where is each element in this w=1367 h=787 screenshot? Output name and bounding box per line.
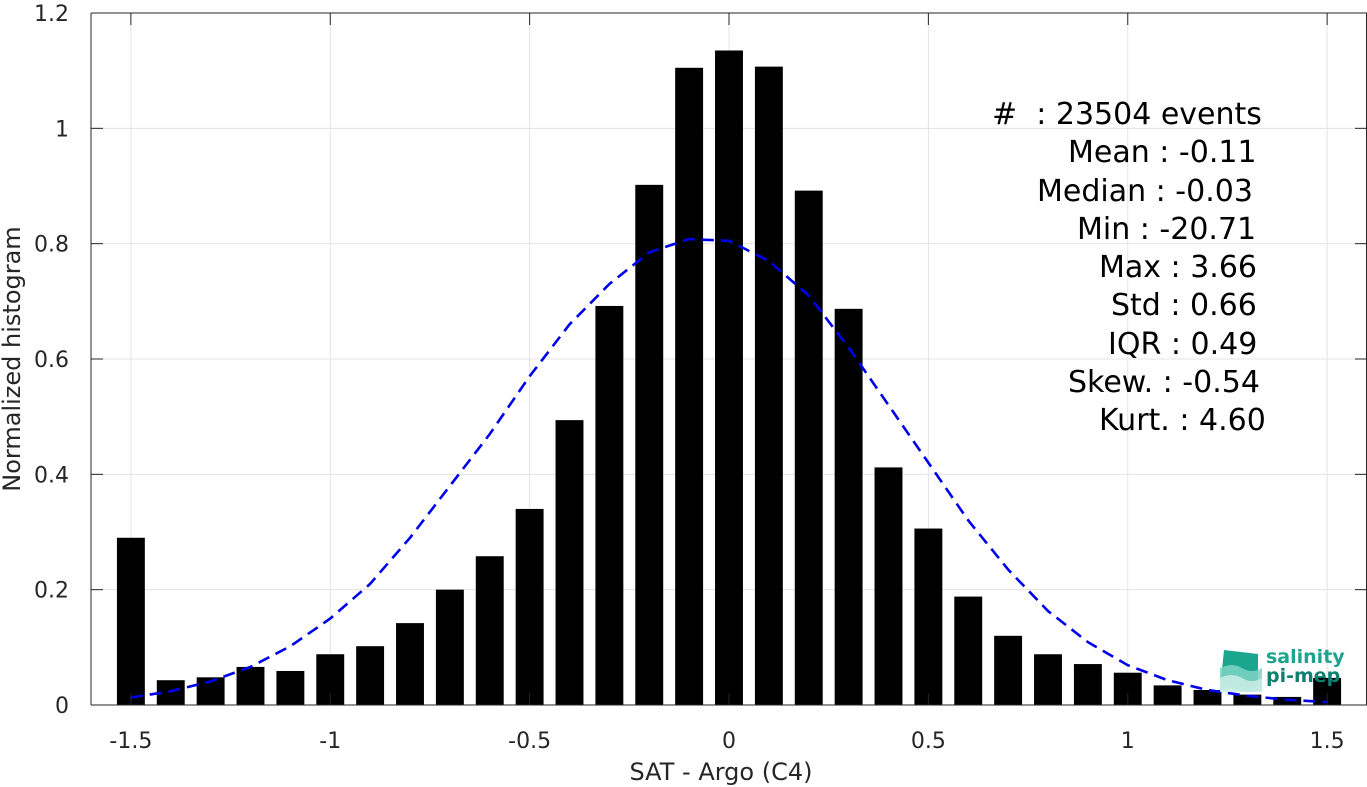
stat-mean: Mean : -0.11: [1068, 135, 1257, 171]
bars: [116, 50, 1342, 706]
y-tick-label: 0.6: [34, 348, 69, 373]
stat-events: # : 23504 events: [992, 97, 1262, 132]
histogram-bar: [276, 670, 305, 705]
histogram-bar: [116, 537, 145, 705]
y-tick-label: 1.2: [34, 2, 69, 27]
histogram-bar: [914, 528, 943, 705]
x-tick-label: -0.5: [508, 729, 551, 754]
histogram-bar: [1233, 694, 1262, 705]
x-tick-label: -1.5: [109, 729, 152, 754]
x-axis-label: SAT - Argo (C4): [630, 758, 813, 786]
x-tick-label: 1: [1121, 729, 1135, 754]
logo-text: salinity pi-mep: [1266, 648, 1345, 686]
wave-logo-icon: [1220, 650, 1262, 692]
histogram-bar: [435, 589, 464, 705]
histogram-bar: [1193, 690, 1222, 705]
x-tick-label: 0.5: [911, 729, 946, 754]
normal-fit-curve: [130, 237, 1328, 704]
y-tick-labels: 0 0.2 0.4 0.6 0.8 1 1.2: [34, 2, 69, 719]
x-tick-label: 0: [722, 729, 736, 754]
stat-std: Std : 0.66: [1111, 288, 1257, 324]
histogram-bar: [1153, 685, 1182, 705]
y-tick-label: 0.4: [34, 463, 69, 488]
histogram-bar: [954, 596, 983, 705]
histogram-bar: [994, 635, 1023, 705]
histogram-bar: [834, 308, 863, 705]
histogram-bar: [356, 646, 385, 705]
x-tick-label: -1: [319, 729, 341, 754]
stat-median: Median : -0.03: [1037, 173, 1253, 209]
y-tick-label: 0.8: [34, 233, 69, 258]
x-tick-label: 1.5: [1310, 729, 1345, 754]
histogram-bar: [754, 66, 783, 705]
salinity-pimep-logo: salinity pi-mep: [1218, 646, 1348, 694]
histogram-bar: [635, 184, 664, 705]
histogram-bar: [236, 666, 265, 705]
logo-line-1: salinity: [1266, 646, 1345, 668]
histogram-bar: [595, 305, 624, 705]
statistics-annotation: # : 23504 events Mean : -0.11 Median : -…: [900, 96, 1280, 441]
y-tick-label: 0: [55, 694, 69, 719]
y-axis-label: Normalized histogram: [0, 226, 26, 491]
y-tick-label: 1: [55, 117, 69, 142]
stat-max: Max : 3.66: [1099, 250, 1257, 286]
histogram-bar: [794, 190, 823, 705]
stat-kurt: Kurt. : 4.60: [1099, 403, 1266, 439]
histogram-bar: [1073, 664, 1102, 705]
y-tick-label: 0.2: [34, 579, 69, 604]
x-tick-labels: -1.5 -1 -0.5 0 0.5 1 1.5: [109, 729, 1344, 754]
logo-line-2: pi-mep: [1266, 665, 1341, 687]
histogram-bar: [874, 467, 903, 705]
histogram-bar: [1034, 654, 1062, 705]
stat-min: Min : -20.71: [1077, 211, 1257, 247]
stat-iqr: IQR : 0.49: [1108, 326, 1258, 362]
histogram-bar: [396, 623, 424, 705]
histogram-bar: [675, 67, 704, 706]
histogram-bar: [475, 556, 504, 705]
stat-skew: Skew. : -0.54: [1068, 365, 1260, 401]
histogram-bar: [715, 50, 743, 705]
histogram-bar: [555, 420, 584, 705]
histogram-bar: [515, 508, 544, 705]
